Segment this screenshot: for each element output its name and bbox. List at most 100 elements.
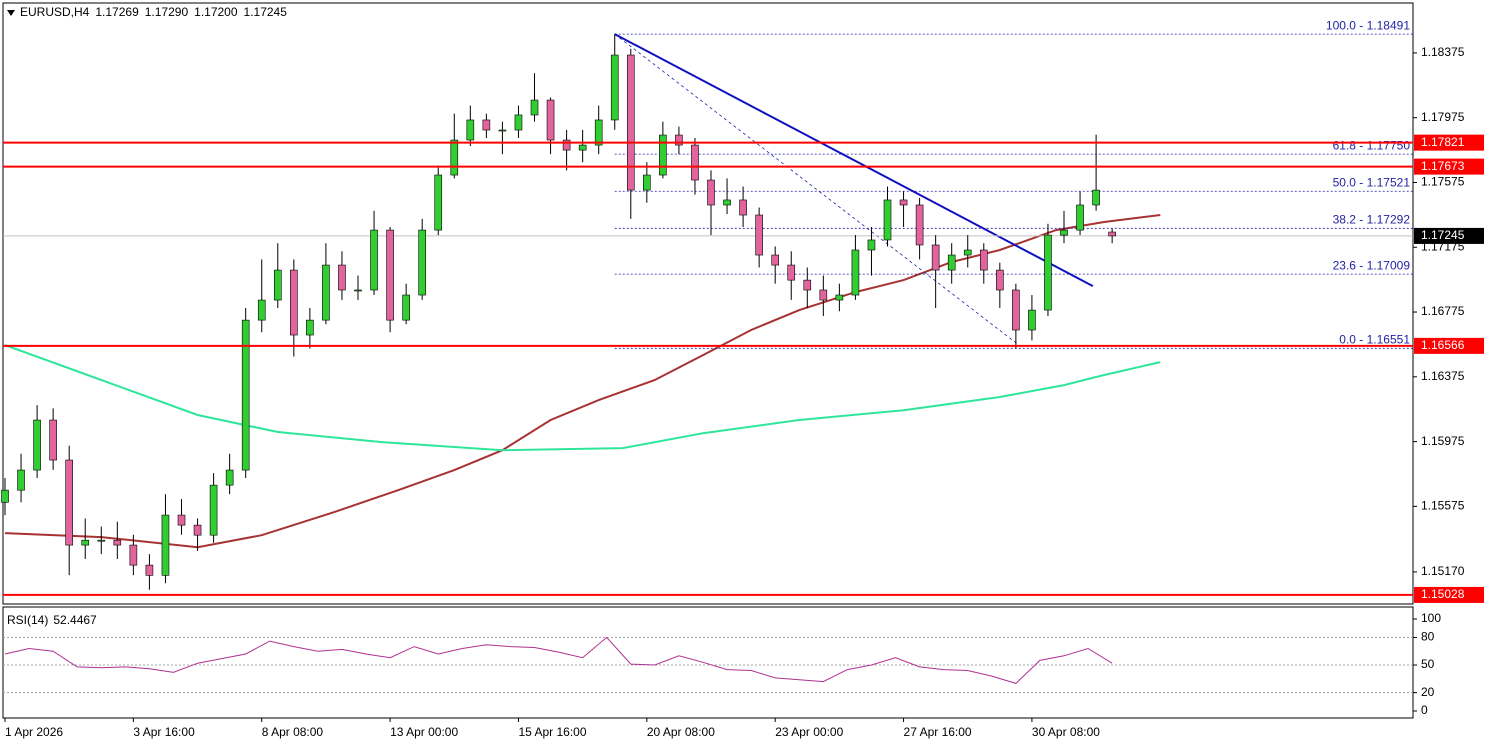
candle-body [193,524,202,536]
y-tick-label: 1.15575 [1421,499,1465,513]
candle-body [915,204,924,246]
rsi-current: 52.4467 [53,613,97,627]
fib-label: 100.0 - 1.18491 [1326,18,1410,32]
candle-body [626,54,635,191]
candle-body [578,144,587,151]
candle-body [659,134,667,176]
candle-body [947,254,956,271]
low-price: 1.17200 [194,5,238,19]
candle-body [177,514,186,526]
candle-body [273,269,282,301]
candle-body [49,419,57,461]
plot: 1.183751.179751.175751.171751.167751.163… [1,18,1484,739]
y-tick-label: 1.17575 [1421,175,1465,189]
candle-body [594,119,603,146]
level-label: 1.17673 [1421,159,1465,173]
candle-body [97,539,106,542]
candle-body [81,539,90,546]
current-price-label: 1.17245 [1421,228,1465,242]
open-price: 1.17269 [95,5,139,19]
high-price: 1.17290 [145,5,189,19]
candle-body [466,119,475,141]
candle-body [931,244,940,271]
rsi-tick-label: 20 [1421,685,1435,699]
x-tick-label: 1 Apr 2026 [5,725,63,739]
x-tick-label: 3 Apr 16:00 [133,725,195,739]
candle-body [290,269,298,336]
candle-body [306,319,314,336]
candle-body [610,54,619,121]
candle-body [257,299,266,321]
y-tick-label: 1.17975 [1421,110,1465,124]
candle-body [322,264,330,321]
candle-body [546,99,555,141]
candle-body [434,174,443,231]
fib-label: 38.2 - 1.17292 [1333,212,1411,226]
candle-body [1028,309,1036,331]
candle-body [145,564,154,576]
candle-body [65,459,73,546]
rsi-tick-label: 80 [1421,630,1435,644]
y-tick-label: 1.15975 [1421,434,1465,448]
candle-body [1,489,9,503]
candle-body [1092,189,1100,206]
candle-body [113,539,122,546]
candle-body [771,254,779,266]
fib-diagonal [614,33,1024,349]
x-tick-label: 15 Apr 16:00 [518,725,586,739]
candle-body [851,249,860,296]
close-price: 1.17245 [244,5,288,19]
candle-body [883,199,892,241]
candle-body [225,469,234,486]
fib-label: 0.0 - 1.16551 [1339,332,1410,346]
candle-body [338,264,346,291]
candle-body [675,134,683,146]
level-label-box [1414,337,1484,354]
candle-body [514,114,523,131]
x-tick-label: 27 Apr 16:00 [904,725,972,739]
y-tick-label: 1.18375 [1421,45,1465,59]
candle-body [963,249,972,256]
candle-body [386,229,394,321]
menu-arrow [7,10,15,16]
candle-body [723,199,731,206]
x-tick-label: 13 Apr 00:00 [390,725,458,739]
rsi-tick-label: 100 [1421,611,1441,625]
candle-body [979,249,988,271]
candle-body [402,294,410,321]
y-tick-label: 1.15170 [1421,564,1465,578]
candle-body [241,319,250,471]
main-pane [2,2,1414,605]
candle-body [498,129,507,132]
symbol: EURUSD,H4 [20,5,90,19]
candle-body [867,239,876,251]
candle-body [803,279,812,291]
chart-header: EURUSD,H4 1.17269 1.17290 1.17200 1.17245 [20,5,287,19]
candle-body [1076,204,1084,231]
level-label-box [1414,134,1484,151]
candle-body [691,144,699,181]
level-label-box [1414,158,1484,175]
fib-label: 50.0 - 1.17521 [1333,175,1411,189]
candle-body [33,419,41,471]
moving-average [4,344,1161,452]
rsi-line [4,636,1113,684]
candle-body [739,199,747,216]
current-price-box [1414,227,1484,244]
level-label: 1.16566 [1421,338,1465,352]
x-tick-label: 30 Apr 08:00 [1032,725,1100,739]
candle-body [418,229,426,296]
candle-body [562,139,571,151]
candle-body [707,179,715,206]
candle-body [370,229,378,291]
rsi-pane [2,606,1414,719]
candle-body [450,139,459,176]
candle-body [530,99,539,116]
rsi-tick-label: 50 [1421,657,1435,671]
candle-body [1044,234,1052,311]
fib-label: 23.6 - 1.17009 [1333,258,1411,272]
level-label: 1.17821 [1421,135,1465,149]
candle-body [161,514,170,576]
